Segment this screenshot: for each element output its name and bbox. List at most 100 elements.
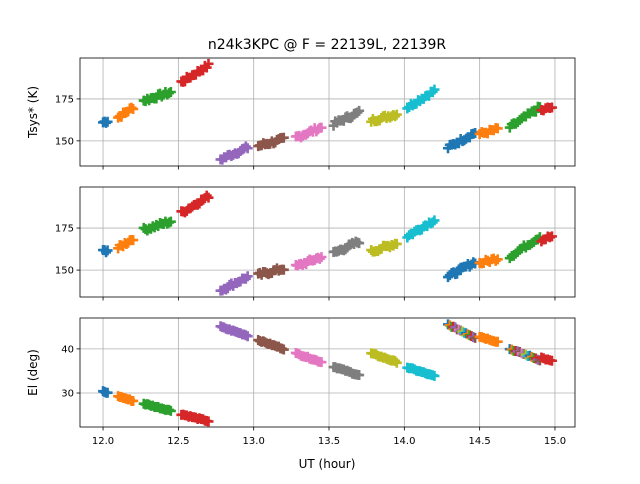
data-point xyxy=(128,104,139,115)
scan-series-11 xyxy=(474,331,503,347)
axes-frame xyxy=(79,57,576,167)
scan-series-6 xyxy=(290,347,327,368)
scan-series-6 xyxy=(290,122,327,143)
panel-tsys-R: 150 175 xyxy=(55,186,576,301)
y-tick-label: 175 xyxy=(55,224,74,235)
y-tick-label: 30 xyxy=(61,389,74,400)
scan-series-11 xyxy=(474,253,503,269)
data-point xyxy=(390,111,401,122)
data-point xyxy=(316,357,327,368)
scan-series-13 xyxy=(536,102,557,116)
data-point xyxy=(165,216,176,227)
scan-series-4 xyxy=(215,141,253,165)
scan-series-2 xyxy=(138,87,176,107)
x-tick-label: 14.5 xyxy=(469,436,491,447)
data-point xyxy=(390,355,401,366)
data-point xyxy=(102,116,113,127)
scan-series-11 xyxy=(474,123,503,139)
data-point xyxy=(203,416,214,427)
scan-series-4 xyxy=(215,271,253,296)
y-tick-label: 40 xyxy=(61,344,74,355)
panel-elevation: 12.0 12.5 13.0 13.5 14.0 14.5 15.0 30 40 El (deg) xyxy=(26,317,576,447)
scan-series-12 xyxy=(504,232,545,264)
scan-series-4 xyxy=(215,321,253,342)
y-axis-label: Tsys* (K) xyxy=(26,86,40,139)
scan-series-3 xyxy=(176,409,214,427)
data-point xyxy=(354,238,365,249)
scan-series-0 xyxy=(98,386,113,398)
scan-series-9 xyxy=(402,84,440,114)
data-point xyxy=(427,217,438,228)
y-tick-label: 150 xyxy=(55,266,74,277)
data-point xyxy=(242,331,253,342)
data-point xyxy=(429,84,440,95)
data-point xyxy=(352,107,363,118)
x-tick-label: 12.5 xyxy=(167,436,189,447)
data-point xyxy=(391,357,402,368)
scan-series-0 xyxy=(98,116,113,128)
data-point xyxy=(546,355,557,366)
data-point xyxy=(278,344,289,355)
data-point xyxy=(278,264,289,275)
data-point xyxy=(165,87,176,98)
scan-series-2 xyxy=(138,398,176,416)
panel-tsys-L: 150 175 Tsys* (K) xyxy=(26,57,576,170)
axes-frame xyxy=(79,317,576,428)
data-point xyxy=(391,238,402,249)
scan-series-6 xyxy=(290,252,327,271)
scan-series-3 xyxy=(176,58,214,87)
scan-series-5 xyxy=(253,132,289,152)
data-point xyxy=(242,271,253,282)
data-point xyxy=(101,247,112,258)
data-point xyxy=(490,255,501,266)
axes-frame xyxy=(79,186,576,298)
scan-series-1 xyxy=(113,235,139,254)
data-point xyxy=(314,253,325,264)
scan-series-10 xyxy=(443,257,481,283)
scan-series-3 xyxy=(176,190,214,218)
scan-series-5 xyxy=(253,263,289,280)
data-point xyxy=(242,143,253,154)
scan-series-9 xyxy=(402,362,440,381)
scan-series-7 xyxy=(328,105,365,131)
x-tick-label: 15.0 xyxy=(544,436,566,447)
scan-series-12 xyxy=(504,344,545,366)
y-tick-label: 175 xyxy=(55,94,74,105)
scan-series-10 xyxy=(443,319,481,343)
data-point xyxy=(492,254,503,265)
data-point xyxy=(391,109,402,120)
x-tick-label: 13.0 xyxy=(243,436,265,447)
scan-series-13 xyxy=(536,231,557,247)
y-axis-label: El (deg) xyxy=(26,349,40,396)
scan-series-2 xyxy=(138,216,176,236)
data-point xyxy=(128,395,139,406)
y-tick-label: 150 xyxy=(55,136,74,147)
chart-title: n24k3KPC @ F = 22139L, 22139R xyxy=(208,37,446,53)
x-axis-label: UT (hour) xyxy=(299,457,356,471)
data-point xyxy=(316,252,327,263)
data-point xyxy=(354,370,365,381)
data-point xyxy=(203,58,214,69)
data-point xyxy=(278,132,289,143)
data-point xyxy=(429,370,440,381)
data-point xyxy=(128,235,139,246)
scan-series-7 xyxy=(328,362,365,381)
data-point xyxy=(102,387,113,398)
x-tick-label: 12.0 xyxy=(92,436,114,447)
data-point xyxy=(165,405,176,416)
scan-series-1 xyxy=(113,391,139,406)
data-point xyxy=(492,123,503,134)
scan-series-10 xyxy=(443,127,481,154)
scan-series-1 xyxy=(113,102,139,123)
data-point xyxy=(240,141,251,152)
data-point xyxy=(102,245,113,256)
data-point xyxy=(354,105,365,116)
data-point xyxy=(492,336,503,347)
scan-series-13 xyxy=(536,352,557,366)
scan-series-8 xyxy=(366,348,402,368)
data-point xyxy=(546,102,557,113)
data-point xyxy=(203,192,214,203)
data-point xyxy=(546,231,557,242)
x-tick-label: 13.5 xyxy=(318,436,340,447)
